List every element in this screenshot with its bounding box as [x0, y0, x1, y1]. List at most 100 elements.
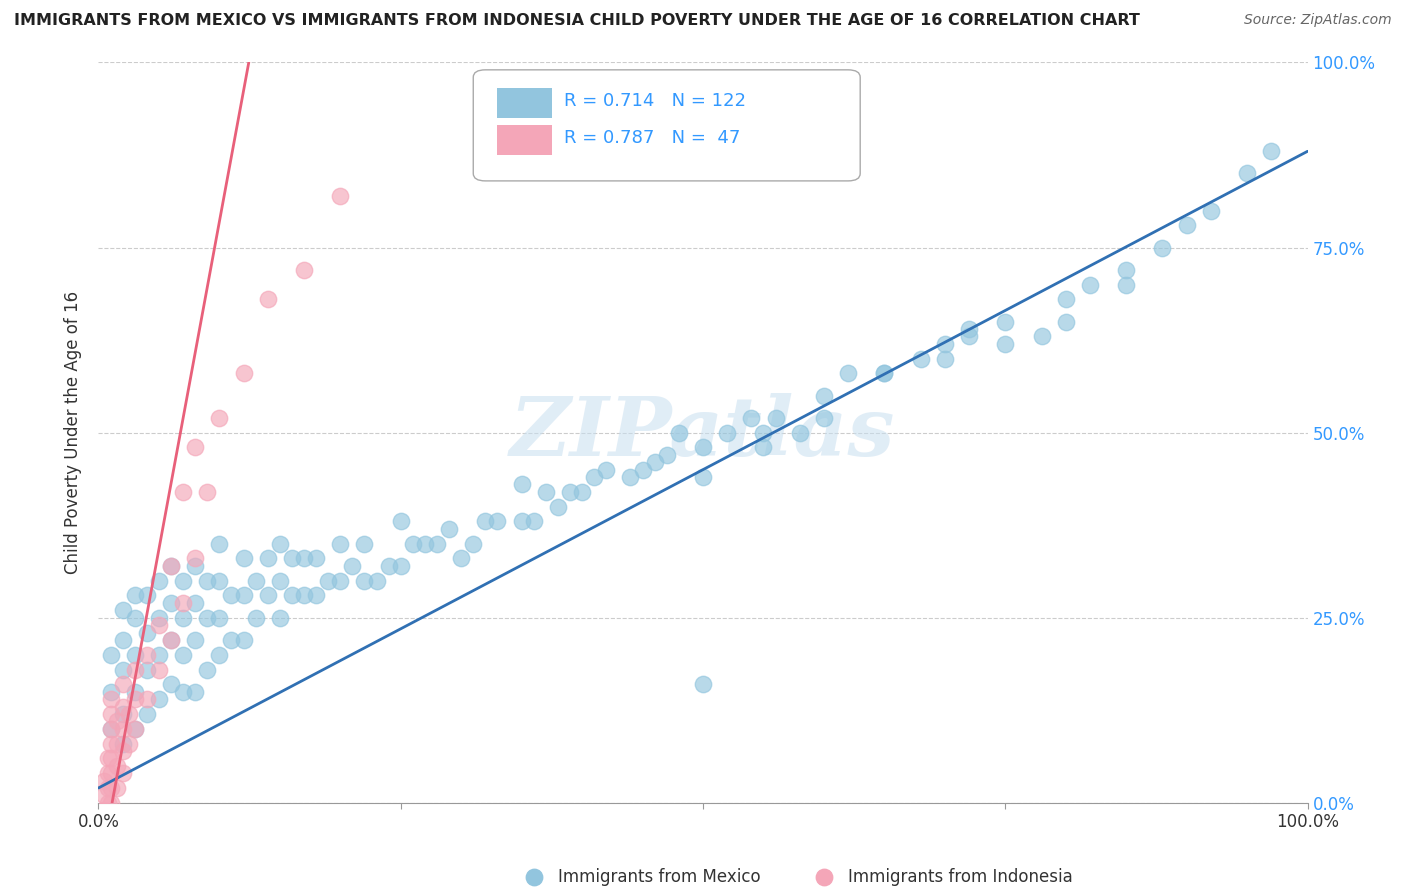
Point [148, 574, 170, 588]
Point [1199, 203, 1222, 218]
Point [148, 618, 170, 632]
Point [934, 336, 956, 351]
Point [124, 663, 146, 677]
Point [1078, 277, 1101, 292]
Point [100, 751, 122, 765]
Point [100, 648, 122, 662]
Point [281, 551, 304, 566]
Point [256, 589, 278, 603]
Point [100, 737, 122, 751]
Y-axis label: Child Poverty Under the Age of 16: Child Poverty Under the Age of 16 [65, 291, 83, 574]
Point [583, 470, 606, 484]
Point [195, 663, 218, 677]
Point [353, 574, 375, 588]
Point [111, 766, 134, 780]
Text: Immigrants from Indonesia: Immigrants from Indonesia [848, 868, 1073, 886]
Point [172, 610, 194, 624]
Point [437, 522, 460, 536]
Point [256, 551, 278, 566]
Point [105, 758, 128, 772]
Point [329, 574, 352, 588]
Point [934, 351, 956, 366]
Point [873, 367, 896, 381]
Point [994, 314, 1017, 328]
Point [595, 462, 617, 476]
Point [124, 589, 146, 603]
Point [692, 677, 714, 691]
Point [245, 574, 267, 588]
Point [124, 648, 146, 662]
Point [377, 558, 399, 573]
Point [619, 470, 641, 484]
Point [837, 367, 859, 381]
Text: R = 0.714   N = 122: R = 0.714 N = 122 [564, 92, 747, 110]
Point [221, 589, 243, 603]
Point [160, 596, 183, 610]
Point [631, 462, 654, 476]
FancyBboxPatch shape [474, 70, 860, 181]
Point [402, 536, 425, 550]
Point [740, 410, 762, 425]
Point [184, 632, 207, 647]
Point [111, 744, 134, 758]
Point [316, 574, 339, 588]
Point [148, 648, 170, 662]
Point [148, 610, 170, 624]
Point [329, 536, 352, 550]
Point [184, 551, 207, 566]
Point [342, 558, 364, 573]
Point [292, 262, 315, 277]
Point [148, 692, 170, 706]
Point [172, 596, 194, 610]
Point [232, 632, 254, 647]
Point [93, 833, 115, 847]
Point [160, 558, 183, 573]
Point [873, 367, 896, 381]
Point [232, 589, 254, 603]
Point [100, 706, 122, 721]
Point [426, 536, 449, 550]
Point [269, 536, 291, 550]
Point [100, 796, 122, 810]
Point [813, 388, 835, 402]
Point [111, 603, 134, 617]
Point [172, 685, 194, 699]
Point [1260, 145, 1282, 159]
Point [124, 685, 146, 699]
Point [105, 780, 128, 795]
Text: IMMIGRANTS FROM MEXICO VS IMMIGRANTS FROM INDONESIA CHILD POVERTY UNDER THE AGE : IMMIGRANTS FROM MEXICO VS IMMIGRANTS FRO… [14, 13, 1140, 29]
Point [195, 610, 218, 624]
Point [135, 589, 157, 603]
Text: Immigrants from Mexico: Immigrants from Mexico [558, 868, 761, 886]
Point [269, 610, 291, 624]
Point [93, 818, 115, 832]
Point [135, 692, 157, 706]
Point [208, 610, 231, 624]
Point [172, 648, 194, 662]
Point [97, 751, 120, 765]
Point [655, 448, 678, 462]
Point [1152, 240, 1174, 255]
Point [118, 706, 141, 721]
Point [105, 737, 128, 751]
Point [221, 632, 243, 647]
Point [523, 870, 546, 884]
Point [208, 648, 231, 662]
Point [1115, 277, 1137, 292]
Point [208, 574, 231, 588]
Point [160, 677, 183, 691]
Point [148, 663, 170, 677]
Point [100, 685, 122, 699]
Point [245, 610, 267, 624]
Point [195, 574, 218, 588]
Point [752, 425, 775, 440]
Point [1031, 329, 1053, 343]
Point [366, 574, 388, 588]
Point [172, 484, 194, 499]
Point [994, 336, 1017, 351]
Point [135, 663, 157, 677]
Point [124, 692, 146, 706]
Point [184, 441, 207, 455]
Bar [498, 126, 551, 155]
Point [100, 722, 122, 736]
